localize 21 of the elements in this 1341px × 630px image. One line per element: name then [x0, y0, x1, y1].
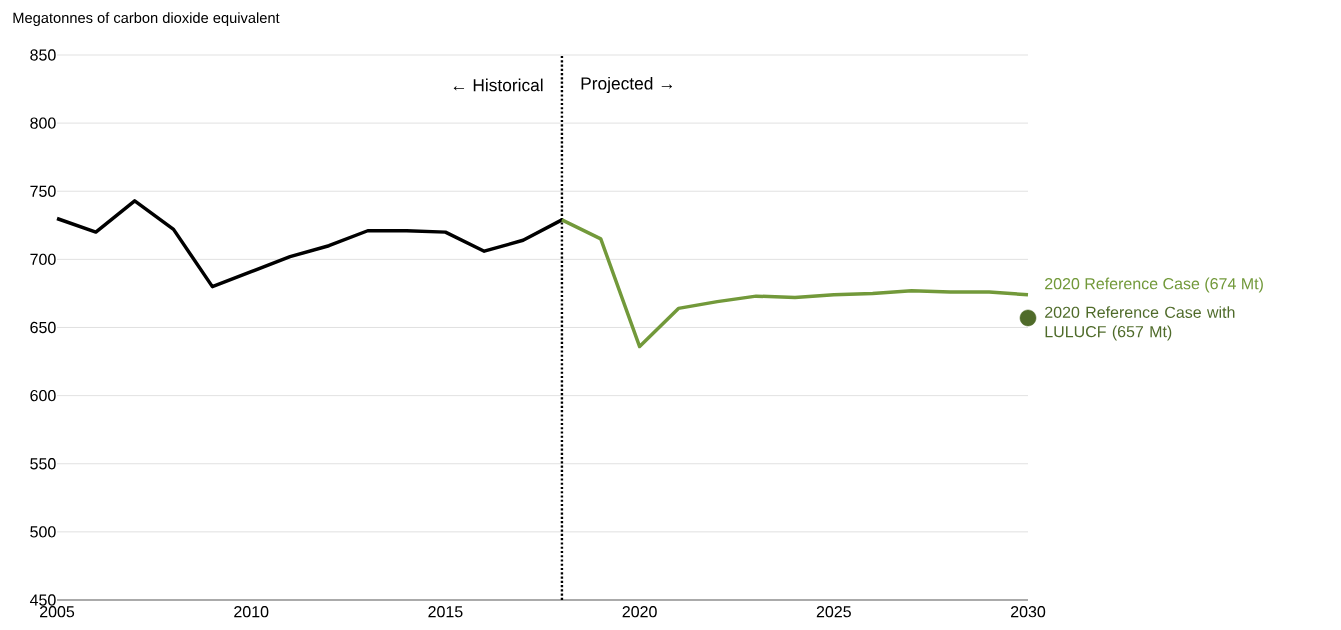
- x-tick-label: 2020: [622, 606, 657, 618]
- x-tick-label: 2010: [234, 606, 269, 618]
- annotation: ← Historical: [453, 78, 543, 92]
- y-axis-title: Megatonnes of carbon dioxide equivalent: [13, 12, 280, 26]
- y-tick-label: 650: [30, 321, 56, 334]
- line-series: [560, 218, 1030, 349]
- y-tick-label: 850: [30, 49, 56, 61]
- x-tick-label: 2015: [428, 606, 463, 618]
- x-tick-label: 2030: [1011, 606, 1046, 618]
- y-tick-label: 750: [30, 185, 56, 197]
- y-tick-label: 600: [30, 389, 56, 402]
- y-tick-label: 700: [30, 253, 56, 266]
- y-tick-label: 450: [29, 594, 56, 606]
- series-label: 2020 Reference Case (674 Mt): [1045, 277, 1263, 293]
- annotation: Projected →: [581, 76, 673, 94]
- y-tick-label: 550: [30, 458, 56, 470]
- y-tick-label: 500: [30, 526, 56, 538]
- x-tick-label: 2005: [40, 606, 75, 618]
- x-tick-label: 2025: [816, 606, 851, 618]
- y-tick-label: 800: [30, 117, 56, 129]
- series-label: 2020 Reference Case with LULUCF (657 Mt): [1045, 306, 1235, 341]
